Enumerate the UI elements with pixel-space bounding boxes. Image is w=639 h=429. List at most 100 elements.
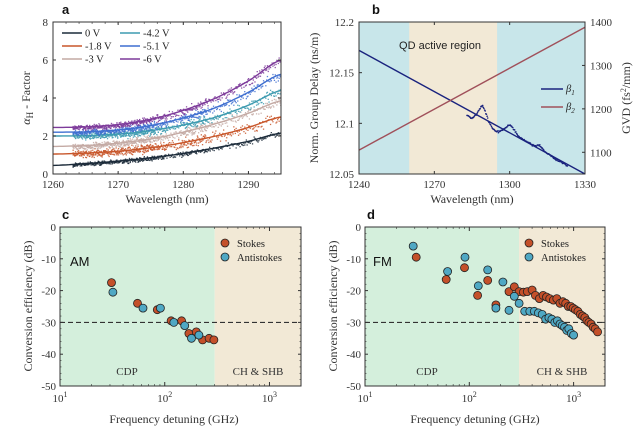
data-point	[72, 166, 74, 168]
data-point	[198, 122, 200, 124]
data-point	[134, 133, 136, 135]
data-point	[131, 128, 133, 130]
data-point	[136, 149, 138, 152]
data-point	[255, 129, 258, 132]
data-point	[143, 129, 145, 132]
data-point	[79, 155, 81, 157]
data-point	[108, 155, 110, 158]
data-point	[141, 122, 143, 124]
data-point	[217, 101, 219, 103]
data-point	[102, 162, 104, 165]
data-point	[106, 162, 108, 164]
data-point	[99, 132, 102, 134]
panel-d-mode-label: FM	[373, 254, 392, 269]
data-point	[120, 136, 122, 138]
data-point	[212, 149, 214, 151]
data-point	[102, 154, 104, 156]
data-point	[192, 108, 194, 110]
data-point	[78, 152, 80, 154]
panel-d-series	[408, 241, 602, 340]
data-point	[231, 115, 233, 117]
data-point	[270, 115, 272, 117]
data-point	[488, 122, 491, 124]
data-point	[132, 142, 134, 145]
data-point	[164, 113, 166, 116]
data-point	[87, 130, 89, 132]
data-point	[187, 143, 189, 145]
data-point	[153, 155, 156, 157]
data-point	[238, 130, 240, 132]
data-point	[128, 125, 130, 127]
data-point	[80, 125, 82, 127]
data-point	[118, 132, 120, 134]
data-point	[272, 91, 274, 93]
data-point	[207, 105, 209, 107]
data-point	[85, 135, 87, 137]
data-point	[94, 128, 96, 130]
data-point	[197, 102, 199, 104]
data-point	[94, 136, 96, 139]
data-point	[269, 66, 272, 69]
data-point	[149, 135, 151, 137]
data-point	[135, 137, 138, 139]
data-point	[161, 158, 163, 160]
data-point	[194, 123, 196, 125]
data-point	[142, 121, 144, 123]
data-point	[181, 139, 183, 142]
y-tick-label: 0	[51, 222, 57, 234]
data-point	[99, 127, 102, 129]
data-point	[202, 122, 204, 124]
data-point	[92, 129, 95, 131]
data-point	[169, 115, 171, 117]
series-_3_V	[53, 97, 281, 151]
data-point	[102, 128, 104, 130]
data-point	[150, 149, 152, 151]
data-point	[85, 125, 88, 127]
data-point	[123, 130, 125, 132]
data-point	[176, 114, 178, 116]
data-point	[194, 124, 197, 126]
data-point	[102, 145, 104, 147]
data-point	[263, 137, 265, 140]
data-point	[242, 144, 244, 147]
data-point	[98, 133, 100, 135]
data-point	[89, 161, 91, 163]
data-point	[98, 134, 100, 136]
data-point	[93, 145, 95, 147]
data-point	[151, 120, 153, 122]
data-point	[209, 140, 211, 142]
data-point	[132, 123, 134, 125]
data-point	[122, 126, 124, 129]
data-point	[250, 91, 252, 93]
data-point	[76, 154, 78, 156]
data-point	[132, 136, 134, 138]
data-point	[178, 139, 180, 141]
data-point	[237, 144, 240, 146]
data-point	[151, 129, 153, 131]
data-point	[114, 144, 116, 147]
data-point	[202, 135, 204, 137]
data-point	[184, 132, 186, 134]
data-point	[133, 133, 135, 135]
data-point	[118, 146, 120, 148]
data-point	[189, 143, 192, 146]
data-point	[265, 97, 267, 99]
data-point	[152, 149, 154, 151]
data-point	[174, 118, 177, 120]
data-point	[156, 129, 158, 131]
data-point	[252, 90, 254, 92]
data-point	[219, 99, 222, 101]
x-tick-label: 1330	[574, 179, 597, 191]
data-point	[220, 125, 222, 127]
data-point	[128, 162, 130, 164]
data-point	[272, 73, 274, 76]
data-point	[516, 133, 518, 136]
data-point	[159, 129, 161, 131]
data-point	[135, 139, 138, 141]
fit-line	[53, 73, 281, 133]
legend-label: -5.1 V	[143, 42, 170, 53]
data-point	[112, 136, 114, 139]
data-point	[259, 70, 261, 72]
data-point	[254, 100, 256, 102]
